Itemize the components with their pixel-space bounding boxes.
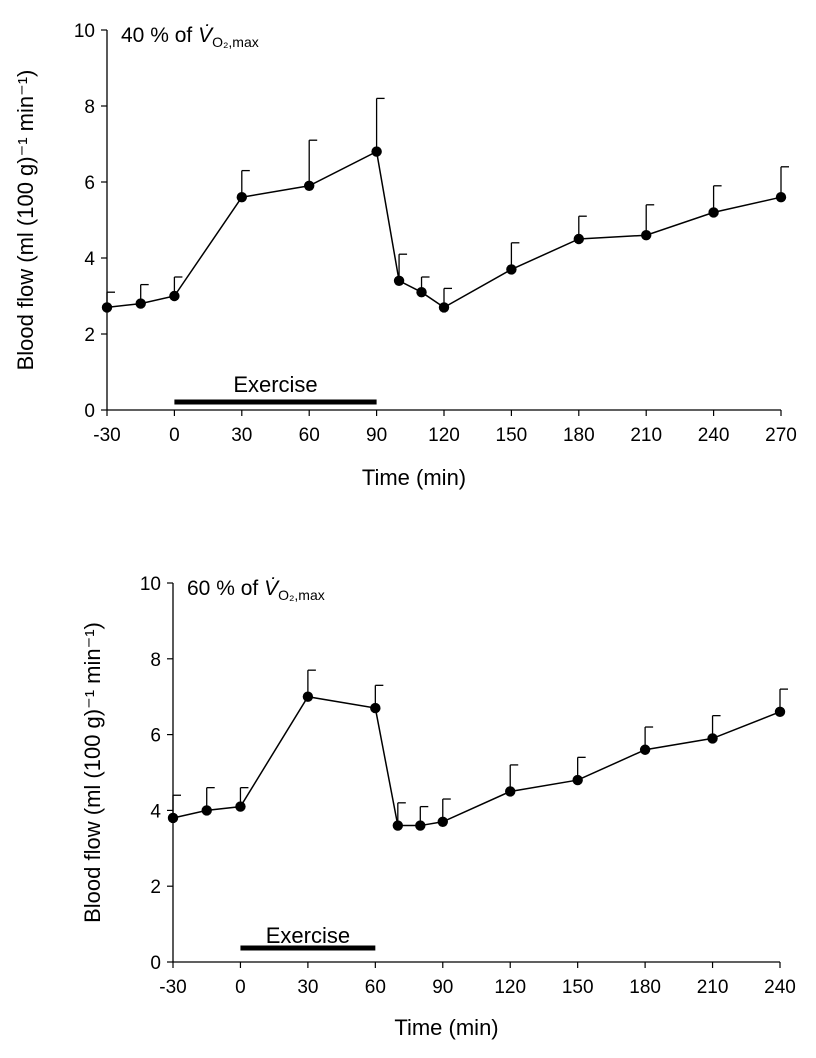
y-axis-title: Blood flow (ml (100 g)⁻¹ min⁻¹) [13,70,38,371]
data-point [371,146,382,157]
series-line [106,150,782,309]
chart-panel-2: 0 2 4 6 8 10 -30 0 30 60 90 120 150 180 210 240 Time (mi… [80,574,796,1040]
y-tick-label: 8 [84,97,95,118]
y-tick-label: 6 [84,173,95,194]
x-tick-label: 30 [297,977,318,998]
data-point [774,706,786,718]
y-tick-label: 2 [84,325,95,346]
panel-label: 60 % of V̇O₂,max [187,577,325,603]
data-point [775,192,787,203]
x-tick-label: 180 [563,425,595,446]
y-tick-label: 8 [150,650,161,671]
y-tick-label: 10 [74,21,95,42]
x-axis-title: Time (min) [362,465,466,490]
x-tick-label: 210 [630,425,662,446]
x-tick-label: 0 [235,977,246,998]
x-tick-label: 270 [765,425,797,446]
x-tick-label: 90 [366,425,387,446]
y-tick-label: 10 [140,574,161,595]
data-point [437,816,448,827]
data-point [169,290,180,302]
data-point [641,230,652,241]
y-tick-label: 0 [150,953,161,974]
y-tick-label: 6 [150,726,161,747]
series-line [172,695,781,827]
data-point [415,820,426,831]
y-axis-title: Blood flow (ml (100 g)⁻¹ min⁻¹) [80,622,105,923]
x-tick-label: 60 [365,977,386,998]
exercise-label: Exercise [233,372,317,397]
x-tick-label: 120 [494,977,526,998]
x-tick-label: 240 [764,977,796,998]
y-tick-label: 4 [84,249,95,270]
data-point [639,744,651,755]
y-tick-label: 4 [150,801,161,822]
data-point [135,298,146,309]
x-tick-label: 150 [562,977,594,998]
x-axis-title: Time (min) [394,1015,498,1040]
data-point [236,192,247,203]
exercise-label: Exercise [266,923,350,948]
x-tick-label: -30 [93,425,120,446]
data-point [302,691,314,702]
x-tick-label: 0 [169,425,180,446]
y-tick-label: 0 [84,401,95,422]
data-point [167,812,179,824]
data-point [708,207,719,218]
data-point [572,774,583,786]
data-point [707,733,718,744]
x-tick-label: 90 [432,977,453,998]
data-point [235,801,246,812]
data-point [438,302,450,313]
data-point [393,275,405,286]
panel-label: 40 % of V̇O₂,max [121,24,259,50]
x-tick-label: 30 [231,425,252,446]
data-point [304,180,315,191]
x-tick-label: 120 [428,425,460,446]
x-tick-label: -30 [159,977,186,998]
x-tick-label: 180 [629,977,661,998]
data-point [370,702,381,714]
data-point [506,264,517,275]
data-point [392,820,404,831]
x-tick-label: 60 [299,425,320,446]
x-tick-label: 240 [698,425,730,446]
x-tick-label: 150 [496,425,528,446]
data-point [416,287,427,298]
y-tick-label: 2 [150,877,161,898]
data-point [101,302,113,313]
data-point [573,233,584,245]
data-point [505,786,516,797]
chart-panel-1: 0 2 4 6 8 10 -30 0 30 60 90 120 150 180 210 240 270 Time … [13,21,797,490]
data-point [201,805,212,816]
x-tick-label: 210 [697,977,729,998]
